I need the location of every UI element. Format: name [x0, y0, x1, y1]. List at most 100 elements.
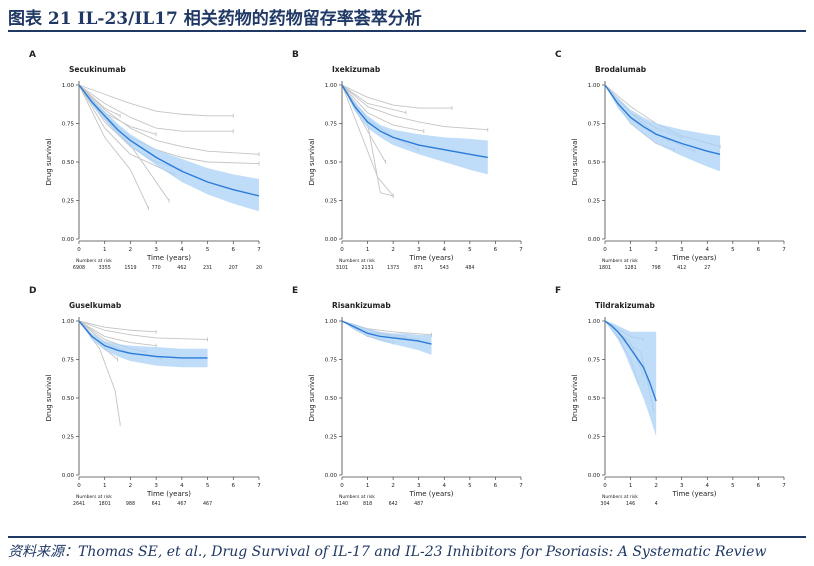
y-tick-label: 0.75	[325, 358, 338, 364]
y-tick-label: 0.25	[62, 199, 75, 205]
confidence-band	[79, 321, 208, 368]
y-tick-label: 0.50	[62, 396, 75, 402]
study-curve	[78, 84, 234, 132]
x-tick-label: 5	[206, 483, 210, 489]
y-tick-label: 1.00	[62, 83, 75, 89]
x-tick-label: 1	[103, 247, 107, 253]
y-axis-label: Drug survival	[45, 375, 53, 422]
study-curve	[78, 84, 175, 175]
risk-count: 27	[704, 265, 710, 271]
y-tick-label: 0.25	[588, 199, 601, 205]
x-tick-label: 5	[468, 247, 472, 253]
y-tick-label: 0.00	[62, 473, 75, 479]
study-curve	[78, 84, 157, 135]
y-tick-label: 1.00	[62, 319, 75, 325]
pooled-survival-line	[78, 320, 208, 359]
x-tick-label: 6	[494, 247, 498, 253]
risk-count: 1373	[387, 265, 399, 271]
x-tick-label: 5	[731, 247, 735, 253]
x-tick-label: 3	[680, 247, 684, 253]
y-tick-label: 0.75	[62, 122, 75, 128]
risk-count: 641	[152, 501, 161, 507]
y-tick-label: 0.75	[588, 122, 601, 128]
confidence-band	[342, 321, 432, 355]
risk-count: 2131	[361, 265, 373, 271]
x-tick-label: 3	[417, 483, 421, 489]
x-tick-label: 3	[417, 247, 421, 253]
y-axis-label: Drug survival	[571, 139, 579, 186]
y-axis-label: Drug survival	[308, 375, 316, 422]
x-tick-label: 4	[180, 483, 184, 489]
chart-panel-c: C Brodalumab 0.00 0.25 0.50 0.75 1.00 0 1 2 3 4 5 6 7 T…	[555, 50, 786, 271]
chart-title: Tildrakizumab	[595, 301, 656, 310]
risk-table-label: Numbers at risk	[602, 258, 638, 264]
x-tick-label: 1	[366, 247, 370, 253]
y-tick-label: 0.75	[588, 358, 601, 364]
x-axis-label: Time (years)	[146, 254, 191, 262]
y-tick-label: 0.00	[62, 237, 75, 243]
y-axis-label: Drug survival	[571, 375, 579, 422]
risk-count: 1281	[624, 265, 636, 271]
chart-panel-d: D Guselkumab 0.00 0.25 0.50 0.75 1.00 0 1 2 3 4 5 6 7 T…	[29, 286, 261, 507]
study-curve	[341, 84, 452, 109]
confidence-band	[342, 85, 488, 175]
panel-letter: C	[555, 50, 562, 60]
confidence-band	[79, 85, 259, 212]
x-tick-label: 2	[129, 483, 133, 489]
x-tick-label: 2	[391, 247, 395, 253]
study-curve	[78, 320, 208, 340]
risk-count: 4	[655, 501, 658, 507]
chart-panel-a: A Secukinumab 0.00 0.25 0.50 0.75 1.00 0 1 2 3 4 5 6 7…	[29, 50, 262, 271]
x-tick-label: 6	[757, 247, 761, 253]
x-tick-label: 5	[468, 483, 472, 489]
chart-panel-e: E Risankizumab 0.00 0.25 0.50 0.75 1.00 0 1 2 3 4 5 6…	[292, 286, 523, 507]
panel-letter: A	[29, 50, 36, 60]
risk-count: 487	[414, 501, 423, 507]
study-curve	[341, 84, 488, 131]
risk-count: 304	[600, 501, 609, 507]
pooled-survival-line	[78, 84, 260, 197]
x-axis-label: Time (years)	[408, 254, 453, 262]
study-curve	[78, 320, 157, 347]
y-tick-label: 0.00	[325, 237, 338, 243]
x-tick-label: 7	[782, 483, 786, 489]
risk-count: 20	[256, 265, 262, 271]
x-tick-label: 6	[757, 483, 761, 489]
y-tick-label: 0.25	[588, 435, 601, 441]
x-tick-label: 5	[206, 247, 210, 253]
x-tick-label: 0	[603, 247, 607, 253]
risk-count: 818	[363, 501, 372, 507]
x-tick-label: 7	[257, 247, 261, 253]
risk-count: 467	[177, 501, 186, 507]
y-axis-label: Drug survival	[45, 139, 53, 186]
source-note: 资料来源：Thomas SE, et al., Drug Survival of…	[8, 544, 767, 560]
x-tick-label: 0	[77, 483, 81, 489]
risk-count: 467	[203, 501, 212, 507]
chart-panel-b: B Ixekizumab 0.00 0.25 0.50 0.75 1.00 0 1 2 3 4 5 6 7 T…	[292, 50, 523, 271]
x-axis-label: Time (years)	[146, 490, 191, 498]
risk-count: 770	[152, 265, 161, 271]
x-tick-label: 1	[103, 483, 107, 489]
study-curve	[341, 84, 424, 132]
x-tick-label: 3	[680, 483, 684, 489]
figure-title: 图表 21 IL-23/IL17 相关药物的药物留存率荟萃分析	[8, 9, 422, 29]
pooled-survival-line	[341, 84, 488, 159]
risk-count: 1519	[124, 265, 136, 271]
study-curve	[78, 320, 121, 425]
pooled-survival-line	[604, 84, 721, 155]
y-tick-label: 0.50	[588, 396, 601, 402]
risk-table-label: Numbers at risk	[339, 494, 375, 500]
y-tick-label: 0.25	[325, 435, 338, 441]
chart-title: Brodalumab	[595, 65, 647, 74]
study-curve	[341, 84, 407, 114]
risk-count: 462	[177, 265, 186, 271]
x-axis-label: Time (years)	[671, 254, 716, 262]
header-divider	[8, 30, 806, 32]
x-tick-label: 2	[654, 483, 658, 489]
panel-letter: B	[292, 50, 299, 60]
x-tick-label: 3	[154, 483, 158, 489]
y-tick-label: 0.50	[325, 396, 338, 402]
chart-title: Secukinumab	[69, 65, 126, 74]
risk-table-label: Numbers at risk	[339, 258, 375, 264]
x-tick-label: 0	[603, 483, 607, 489]
